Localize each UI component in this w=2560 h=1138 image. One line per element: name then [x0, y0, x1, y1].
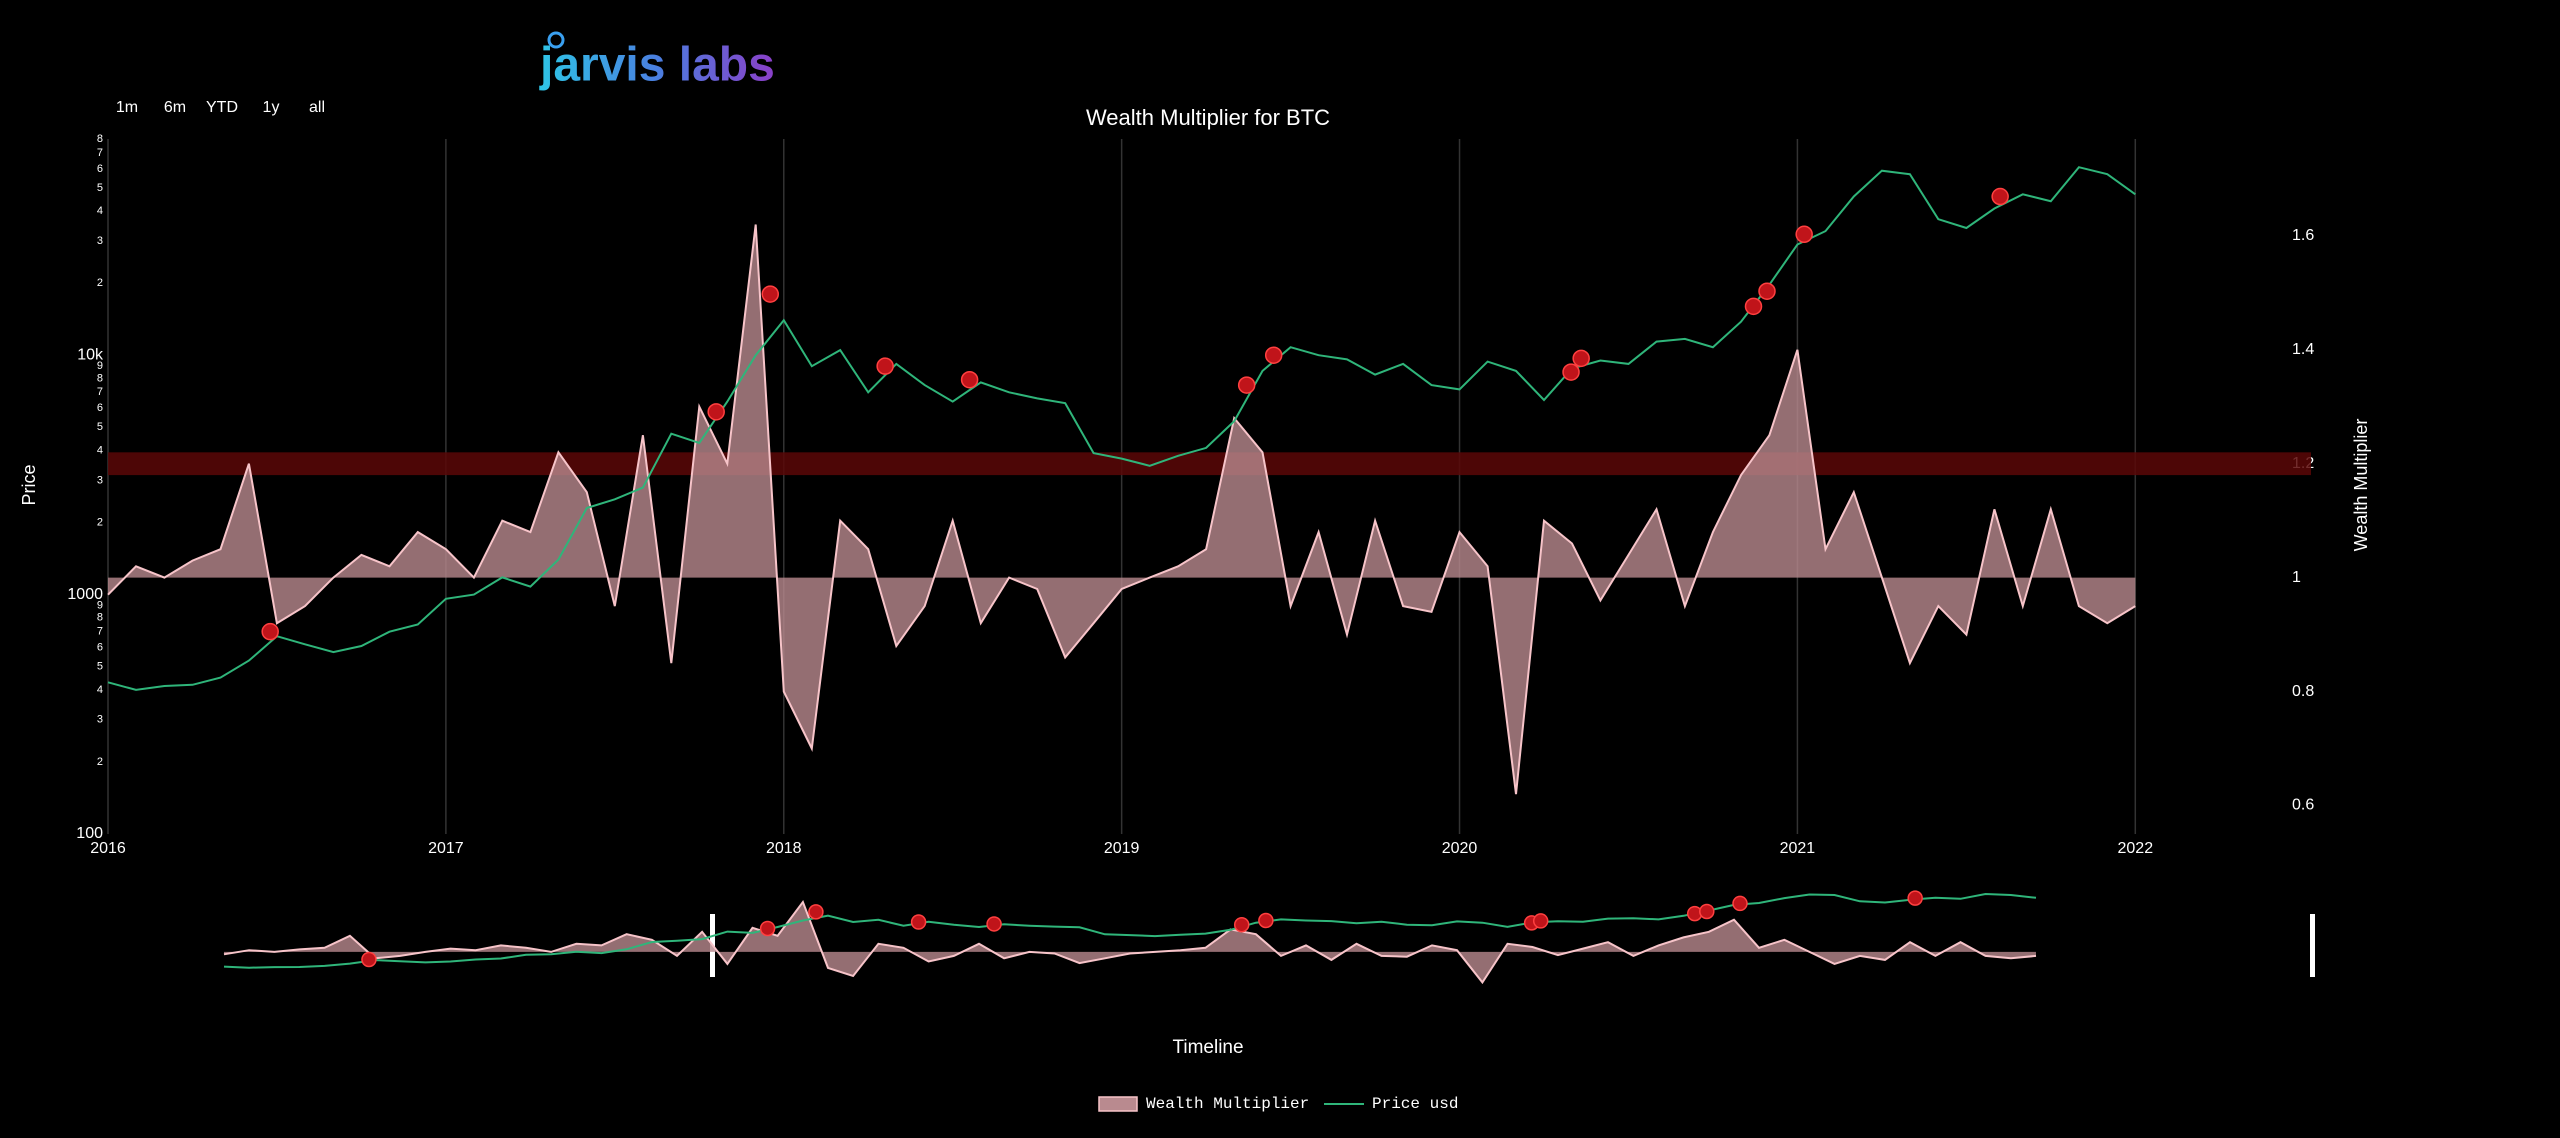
y-tick-label: 7 — [97, 626, 103, 638]
range-handle[interactable] — [2310, 914, 2315, 977]
y-tick-label: 7 — [97, 386, 103, 398]
y-tick-label: 4 — [97, 684, 103, 696]
range-button[interactable]: YTD — [206, 99, 238, 116]
mini-signal — [361, 951, 377, 968]
chart-title: Wealth Multiplier for BTC — [1086, 105, 1330, 130]
y2-axis-label: Wealth Multiplier — [2351, 419, 2371, 552]
y2-tick-label: 0.6 — [2292, 797, 2314, 814]
y-tick-label: 9 — [97, 360, 103, 372]
x-tick-label: 2020 — [1442, 840, 1478, 857]
signal — [876, 357, 894, 375]
x-tick-label: 2022 — [2118, 840, 2154, 857]
y-tick-label: 2 — [97, 756, 103, 768]
mini-line — [223, 892, 2037, 969]
y-tick-label: 8 — [97, 612, 103, 624]
y2-tick-label: 1 — [2292, 569, 2301, 586]
y2-tick-label: 0.8 — [2292, 683, 2314, 700]
y-tick-label: 6 — [97, 402, 103, 414]
y-tick-label: 3 — [97, 474, 103, 486]
y-tick-label: 4 — [97, 444, 103, 456]
mini-area — [224, 902, 2036, 983]
y-tick-label: 5 — [97, 661, 103, 673]
x-tick-label: 2017 — [428, 840, 464, 857]
line — [107, 224, 2136, 795]
y-tick-label: 3 — [97, 714, 103, 726]
x-axis-label: Timeline — [1172, 1037, 1243, 1058]
range-buttons: 1m 6m YTD 1y all — [116, 99, 325, 116]
line — [107, 166, 2136, 691]
range-button[interactable]: all — [309, 99, 325, 116]
y-tick-label: 8 — [97, 133, 103, 145]
mini-signal — [1233, 916, 1250, 933]
y-tick-label: 9 — [97, 599, 103, 611]
y-tick-label: 3 — [97, 235, 103, 247]
y2-tick-label: 1.6 — [2292, 227, 2314, 244]
logo: jarvis labs — [539, 39, 775, 92]
range-button[interactable]: 1y — [263, 99, 280, 116]
x-tick-label: 2016 — [90, 840, 126, 857]
y-axis-label: Price — [19, 464, 39, 505]
area — [108, 224, 2136, 795]
legend-label: Wealth Multiplier — [1146, 1095, 1309, 1113]
range-button[interactable]: 1m — [116, 99, 138, 116]
signal — [1758, 282, 1776, 300]
legend-swatch — [1098, 1096, 1138, 1112]
y-tick-label: 2 — [97, 277, 103, 289]
range-button[interactable]: 6m — [164, 99, 186, 116]
y-tick-label: 100 — [76, 825, 103, 842]
signal — [1562, 363, 1580, 381]
mini-signal — [759, 920, 776, 937]
x-tick-label: 2018 — [766, 840, 802, 857]
mini-signal — [910, 914, 927, 930]
mini-signal — [1732, 895, 1748, 912]
y-tick-label: 6 — [97, 642, 103, 654]
y-tick-label: 8 — [97, 372, 103, 384]
signal — [1795, 225, 1813, 244]
signal — [960, 370, 979, 389]
logo-dot — [547, 31, 565, 49]
y-tick-label: 4 — [97, 205, 103, 217]
y-tick-label: 1000 — [67, 586, 103, 603]
y-tick-label: 2 — [97, 516, 103, 528]
signal — [1744, 297, 1763, 316]
mini-line — [223, 899, 2037, 985]
highlight-band — [108, 452, 2311, 476]
mini-signal — [1907, 890, 1923, 906]
y-tick-label: 10k — [77, 346, 104, 363]
x-tick-label: 2019 — [1104, 840, 1140, 857]
mini-signal — [1699, 903, 1715, 920]
y2-tick-label: 1.4 — [2292, 341, 2314, 358]
mini-signal — [808, 904, 824, 920]
signal — [707, 403, 725, 421]
y-tick-label: 6 — [97, 163, 103, 175]
signal — [761, 285, 780, 303]
mini-signal — [1532, 913, 1549, 929]
y-tick-label: 5 — [97, 182, 103, 194]
y-tick-label: 7 — [97, 147, 103, 159]
signal — [1264, 346, 1283, 364]
signal — [1237, 376, 1256, 394]
signal — [1572, 349, 1590, 368]
y-tick-label: 5 — [97, 421, 103, 433]
legend-label: Price usd — [1372, 1095, 1458, 1113]
signal — [1991, 187, 2009, 206]
mini-signal — [1258, 912, 1274, 929]
signal — [261, 622, 279, 641]
mini-signal — [986, 916, 1002, 932]
x-tick-label: 2021 — [1780, 840, 1816, 857]
